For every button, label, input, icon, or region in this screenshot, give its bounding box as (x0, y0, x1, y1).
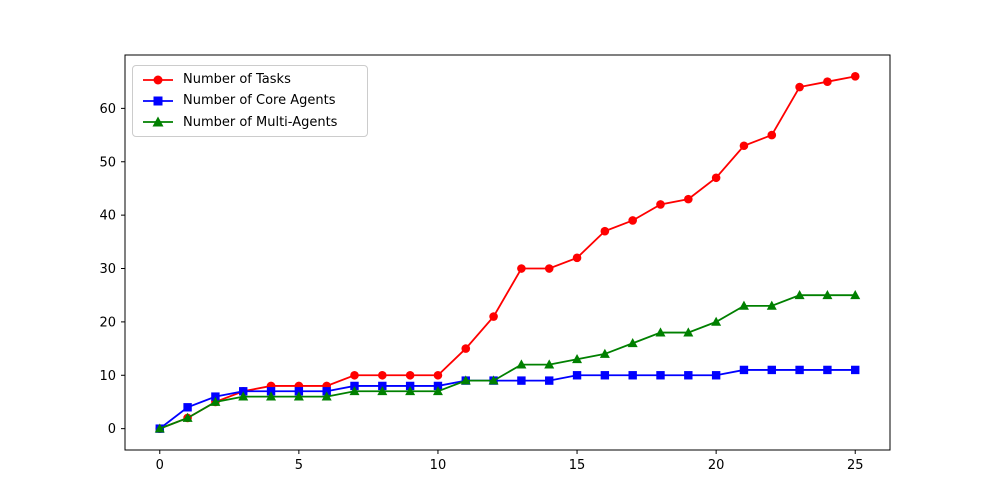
data-point-marker (211, 392, 220, 401)
legend-marker-circle-icon (143, 75, 173, 85)
data-point-marker (460, 375, 471, 385)
legend-item-tasks: Number of Tasks (141, 72, 359, 87)
data-point-marker (684, 194, 693, 204)
data-point-marker (349, 386, 360, 396)
data-point-marker (711, 316, 722, 326)
data-point-marker (154, 423, 165, 433)
data-point-marker (239, 387, 248, 396)
data-point-marker (572, 371, 582, 380)
y-tick-label: 0 (108, 422, 116, 437)
data-point-marker (432, 386, 443, 396)
data-point-marker (599, 348, 610, 358)
legend-marker-triangle-icon (143, 116, 173, 127)
data-point-marker (795, 82, 804, 92)
data-point-marker (378, 381, 387, 391)
data-point-marker (767, 130, 777, 140)
x-tick-label: 0 (156, 458, 164, 473)
data-point-marker (656, 200, 665, 209)
data-point-marker (766, 300, 777, 310)
data-point-marker (183, 403, 192, 412)
series-line-0 (159, 75, 856, 430)
y-tick-label: 60 (99, 102, 116, 117)
data-point-marker (683, 327, 694, 337)
data-point-marker (738, 300, 749, 310)
data-point-marker (350, 370, 359, 380)
data-point-marker (488, 375, 499, 385)
data-point-marker (266, 387, 276, 396)
data-point-marker (850, 290, 861, 300)
data-point-marker (544, 359, 555, 369)
x-tick-label: 15 (569, 458, 586, 473)
x-tick-label: 10 (430, 458, 447, 473)
data-point-marker (489, 312, 498, 321)
data-point-marker (822, 290, 833, 300)
data-point-marker (516, 359, 527, 369)
legend-label-tasks: Number of Tasks (183, 72, 291, 88)
series-line-1 (159, 369, 856, 430)
data-point-marker (711, 371, 721, 380)
data-point-marker (517, 264, 526, 273)
data-point-marker (405, 386, 416, 396)
data-point-marker (795, 365, 804, 375)
data-point-marker (851, 365, 860, 375)
data-point-marker (350, 381, 359, 391)
data-point-marker (294, 387, 304, 396)
data-point-marker (461, 344, 471, 353)
data-point-marker (322, 387, 331, 396)
series-line-2 (159, 294, 856, 430)
data-point-marker (628, 371, 637, 380)
data-point-marker (767, 365, 776, 375)
x-tick-label: 20 (708, 458, 725, 473)
y-tick-label: 10 (99, 369, 116, 384)
data-point-marker (739, 141, 749, 151)
data-point-marker (823, 77, 832, 86)
legend-label-core-agents: Number of Core Agents (183, 93, 336, 109)
data-point-marker (517, 376, 526, 385)
legend-marker-square-icon (143, 96, 173, 106)
data-point-marker (684, 371, 693, 380)
data-point-marker (628, 216, 637, 225)
data-point-marker (405, 370, 415, 380)
data-point-marker (210, 396, 221, 406)
data-point-marker (238, 391, 249, 401)
data-point-marker (321, 391, 332, 401)
y-tick-label: 30 (99, 262, 116, 277)
legend-item-core-agents: Number of Core Agents (141, 93, 359, 108)
data-point-marker (823, 365, 832, 375)
data-point-marker (600, 371, 610, 380)
data-point-marker (656, 371, 665, 380)
data-point-marker (182, 412, 193, 422)
data-point-marker (545, 376, 554, 385)
data-point-marker (293, 391, 304, 401)
legend-label-multi-agents: Number of Multi-Agents (183, 114, 338, 130)
data-point-marker (377, 386, 388, 396)
y-tick-label: 50 (99, 155, 116, 170)
data-point-marker (655, 327, 666, 337)
data-point-marker (627, 338, 638, 348)
data-point-marker (544, 264, 554, 273)
data-point-marker (794, 290, 805, 300)
y-tick-label: 40 (99, 209, 116, 224)
data-point-marker (711, 173, 721, 183)
x-tick-label: 5 (295, 458, 303, 473)
data-point-marker (572, 354, 583, 364)
data-point-marker (378, 370, 387, 380)
data-point-marker (739, 365, 749, 375)
legend-item-multi-agents: Number of Multi-Agents (141, 115, 359, 130)
data-point-marker (572, 253, 582, 263)
data-point-marker (600, 226, 610, 236)
data-point-marker (433, 381, 443, 391)
data-point-marker (405, 381, 415, 391)
data-point-marker (850, 72, 860, 81)
data-point-marker (433, 370, 443, 380)
y-tick-label: 20 (99, 315, 116, 330)
data-point-marker (266, 391, 277, 401)
legend: Number of Tasks Number of Core Agents Nu… (132, 65, 368, 137)
x-tick-label: 25 (847, 458, 864, 473)
